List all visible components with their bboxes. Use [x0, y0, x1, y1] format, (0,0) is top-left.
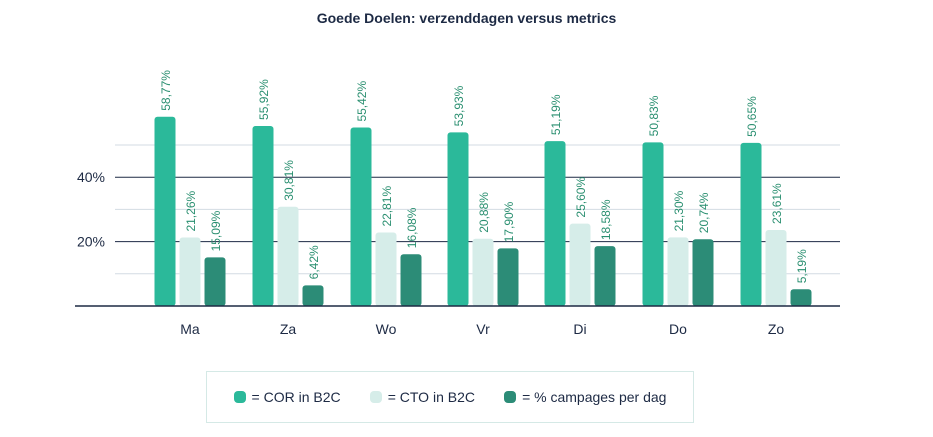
bar-Wo-0: [350, 127, 372, 306]
legend-label: = COR in B2C: [251, 389, 341, 405]
bar-Ma-1: [179, 237, 201, 306]
bar-Do-0: [642, 142, 664, 306]
data-label: 23,61%: [770, 183, 784, 224]
data-label: 22,81%: [380, 186, 394, 227]
legend-swatch: [233, 391, 246, 403]
bar-Ma-2: [204, 257, 226, 306]
data-label: 21,26%: [184, 191, 198, 232]
x-tick-label: Ma: [180, 321, 200, 337]
data-label: 5,19%: [795, 249, 809, 283]
legend-swatch: [504, 391, 517, 403]
x-tick-label: Vr: [476, 321, 490, 337]
data-label: 50,65%: [745, 96, 759, 137]
data-label: 55,42%: [355, 81, 369, 122]
y-tick-label: 20%: [77, 234, 105, 250]
x-tick-label: Do: [669, 321, 687, 337]
bar-Zo-2: [790, 289, 812, 306]
bar-Zo-1: [765, 229, 787, 306]
data-label: 30,81%: [282, 160, 296, 201]
bar-Ma-0: [154, 116, 176, 307]
bar-Za-2: [302, 285, 324, 306]
legend-swatch: [369, 391, 382, 403]
bar-Za-1: [277, 206, 299, 306]
data-label: 21,30%: [672, 190, 686, 231]
chart-title: Goede Doelen: verzenddagen versus metric…: [316, 10, 617, 26]
legend-label: = % campages per dag: [522, 389, 667, 405]
x-tick-label: Zo: [768, 321, 785, 337]
legend-item: = % campages per dag: [504, 389, 666, 405]
data-label: 17,90%: [502, 201, 516, 242]
data-label: 25,60%: [574, 177, 588, 218]
x-tick-label: Di: [573, 321, 586, 337]
data-label: 50,83%: [647, 95, 661, 136]
bar-Di-0: [544, 141, 566, 306]
data-label: 16,08%: [405, 207, 419, 248]
data-label: 58,77%: [159, 70, 173, 111]
legend-item: = CTO in B2C: [369, 389, 475, 405]
bar-Do-2: [692, 239, 714, 306]
bar-Vr-2: [497, 248, 519, 306]
data-label: 51,19%: [549, 94, 563, 135]
legend-label: = CTO in B2C: [387, 389, 475, 405]
data-label: 18,58%: [599, 199, 613, 240]
data-label: 53,93%: [452, 85, 466, 126]
bar-chart: 20% 40% 58,77% 21,26% 15,09% Ma 55,92% 30,81% 6,…: [75, 70, 840, 337]
bar-Di-1: [569, 223, 591, 306]
bar-Vr-0: [447, 132, 469, 306]
bar-Za-0: [252, 125, 274, 307]
bar-Wo-2: [400, 254, 422, 306]
legend-item: = COR in B2C: [233, 389, 341, 405]
data-label: 6,42%: [307, 245, 321, 279]
x-tick-label: Za: [280, 321, 297, 337]
data-label: 20,88%: [477, 192, 491, 233]
data-label: 55,92%: [257, 79, 271, 120]
data-label: 20,74%: [697, 192, 711, 233]
bar-Wo-1: [375, 232, 397, 306]
x-tick-label: Wo: [376, 321, 397, 337]
legend: = COR in B2C = CTO in B2C = % campages per…: [206, 371, 694, 423]
data-label: 15,09%: [209, 210, 223, 251]
bar-Do-1: [667, 237, 689, 306]
bar-Vr-1: [472, 238, 494, 306]
y-tick-label: 40%: [77, 169, 105, 185]
bar-Di-2: [594, 246, 616, 306]
bar-Zo-0: [740, 142, 762, 306]
